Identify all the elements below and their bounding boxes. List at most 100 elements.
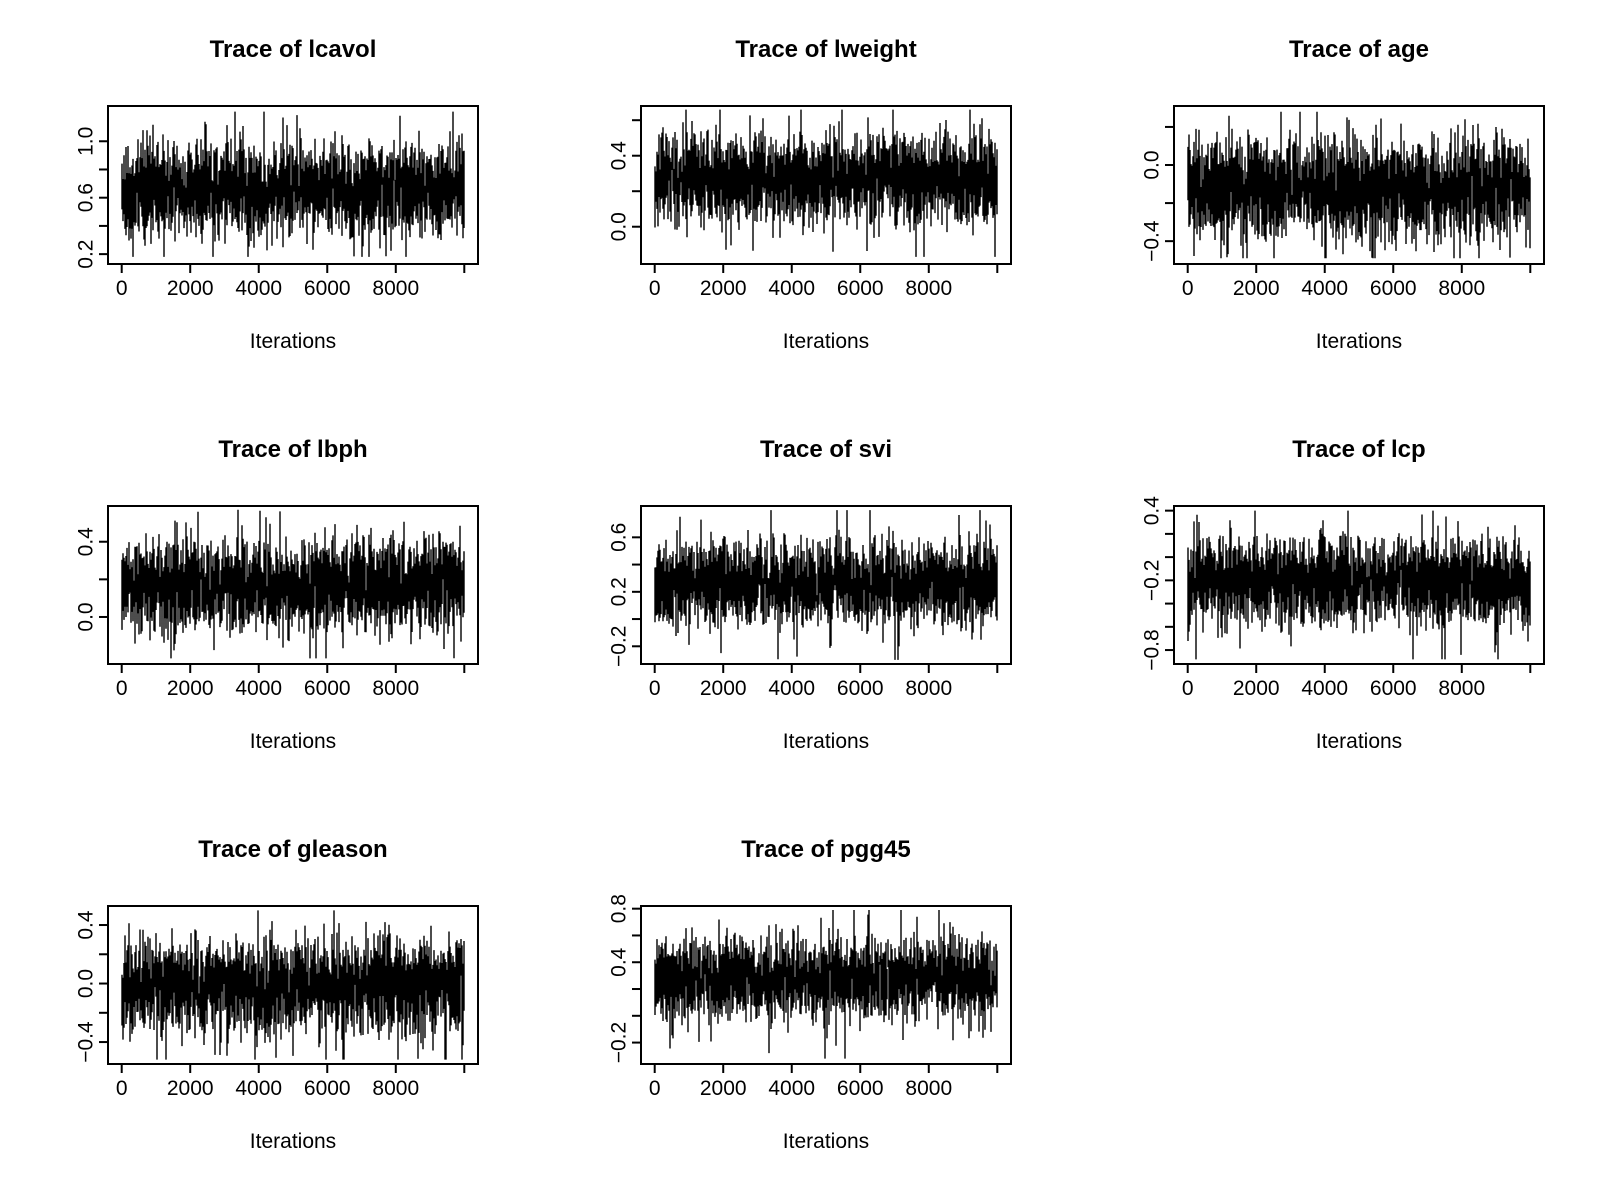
x-tick-label: 8000 <box>1438 677 1485 700</box>
empty-cell <box>1066 800 1600 1200</box>
x-axis-label: Iterations <box>249 1130 337 1153</box>
x-tick-label: 6000 <box>304 1077 351 1100</box>
x-tick-label: 6000 <box>837 677 884 700</box>
plot-box <box>1173 505 1545 665</box>
plot-title: Trace of pgg45 <box>741 836 911 863</box>
x-axis-label: Iterations <box>1315 330 1403 353</box>
y-tick-label: −0.2 <box>607 626 630 667</box>
x-axis-label: Iterations <box>1315 730 1403 753</box>
x-axis-label: Iterations <box>782 330 870 353</box>
plot-box <box>640 105 1012 265</box>
trace-plot-lbph: Trace of lbph 0 2000 4000 6000 8000 0.4 0.0 It… <box>0 400 533 800</box>
x-tick-label: 2000 <box>700 677 747 700</box>
y-tick-label: 0.0 <box>74 602 97 631</box>
x-axis-label: Iterations <box>782 1130 870 1153</box>
trace-plot-lcavol: Trace of lcavol 0 2000 4000 6000 8000 1.0 0.6 0… <box>0 0 533 400</box>
y-tick-label: −0.4 <box>1140 220 1163 262</box>
plot-canvas: 0 2000 4000 6000 8000 1.0 0.6 0.2 <box>74 105 479 300</box>
y-tick-label: 0.2 <box>74 240 97 269</box>
x-tick-label: 0 <box>649 1077 661 1100</box>
y-tick-label: 0.2 <box>607 577 630 606</box>
plot-title: Trace of gleason <box>198 836 388 863</box>
x-tick-label: 8000 <box>905 1077 952 1100</box>
y-tick-label: 0.6 <box>607 523 630 552</box>
y-tick-label: 0.4 <box>74 910 97 940</box>
plot-title: Trace of lweight <box>735 36 917 63</box>
trace-line <box>654 510 998 660</box>
trace-line <box>1187 111 1531 259</box>
plot-title: Trace of svi <box>759 436 893 463</box>
x-tick-label: 8000 <box>1438 277 1485 300</box>
x-tick-label: 0 <box>1182 677 1194 700</box>
trace-plot-gleason: Trace of gleason 0 2000 4000 6000 8000 0.4 0.0… <box>0 800 533 1200</box>
trace-plot-age: Trace of age 0 2000 4000 6000 8000 0.0 −0.4 It… <box>1066 0 1600 400</box>
trace-line <box>121 111 465 257</box>
trace-plot-svi: Trace of svi 0 2000 4000 6000 8000 0.6 0.2 −0.2… <box>533 400 1066 800</box>
x-tick-label: 6000 <box>837 1077 884 1100</box>
plot-canvas: 0 2000 4000 6000 8000 0.4 −0.2 −0.8 <box>1140 496 1545 700</box>
x-tick-label: 8000 <box>372 677 419 700</box>
y-tick-label: 0.0 <box>607 212 630 241</box>
plot-box <box>107 505 479 665</box>
x-tick-label: 6000 <box>304 277 351 300</box>
y-tick-label: −0.4 <box>74 1021 97 1063</box>
y-tick-label: −0.2 <box>607 1022 630 1063</box>
plot-canvas: 0 2000 4000 6000 8000 0.4 0.0 −0.4 <box>74 905 479 1100</box>
trace-plot-lweight: Trace of lweight 0 2000 4000 6000 8000 0.4 0.0… <box>533 0 1066 400</box>
x-tick-label: 4000 <box>768 677 815 700</box>
x-tick-label: 4000 <box>235 277 282 300</box>
trace-line <box>121 509 465 659</box>
x-tick-label: 2000 <box>167 277 214 300</box>
y-tick-label: 0.6 <box>74 183 97 212</box>
y-tick-label: 0.4 <box>74 527 97 557</box>
trace-plot-lcp: Trace of lcp 0 2000 4000 6000 8000 0.4 −0.2 −0.… <box>1066 400 1600 800</box>
x-tick-label: 0 <box>116 1077 128 1100</box>
x-tick-label: 4000 <box>1301 677 1348 700</box>
y-tick-label: 0.4 <box>607 141 630 171</box>
x-tick-label: 4000 <box>768 1077 815 1100</box>
x-tick-label: 0 <box>116 677 128 700</box>
x-tick-label: 2000 <box>700 277 747 300</box>
x-tick-label: 2000 <box>1233 277 1280 300</box>
x-tick-label: 4000 <box>235 1077 282 1100</box>
x-tick-label: 8000 <box>905 277 952 300</box>
x-tick-label: 6000 <box>1370 277 1417 300</box>
y-tick-label: 0.8 <box>607 894 630 923</box>
plot-canvas: 0 2000 4000 6000 8000 0.4 0.0 <box>607 105 1012 300</box>
plot-title: Trace of age <box>1288 36 1430 63</box>
x-tick-label: 2000 <box>1233 677 1280 700</box>
trace-line <box>654 910 998 1059</box>
y-tick-label: 0.0 <box>74 969 97 998</box>
x-axis-label: Iterations <box>249 330 337 353</box>
x-tick-label: 2000 <box>700 1077 747 1100</box>
y-tick-label: 0.4 <box>1140 496 1163 526</box>
trace-line <box>1187 510 1531 660</box>
y-tick-label: 0.4 <box>607 947 630 977</box>
plot-title: Trace of lbph <box>218 436 368 463</box>
plot-canvas: 0 2000 4000 6000 8000 0.0 −0.4 <box>1140 105 1545 300</box>
trace-line <box>654 109 998 257</box>
x-tick-label: 8000 <box>905 677 952 700</box>
x-tick-label: 8000 <box>372 277 419 300</box>
plot-box <box>107 905 479 1065</box>
x-tick-label: 6000 <box>1370 677 1417 700</box>
y-tick-label: 0.0 <box>1140 150 1163 179</box>
plot-canvas: 0 2000 4000 6000 8000 0.6 0.2 −0.2 <box>607 505 1012 700</box>
x-tick-label: 6000 <box>304 677 351 700</box>
x-tick-label: 2000 <box>167 1077 214 1100</box>
x-tick-label: 4000 <box>235 677 282 700</box>
plot-canvas: 0 2000 4000 6000 8000 0.8 0.4 −0.2 <box>607 894 1012 1100</box>
x-tick-label: 8000 <box>372 1077 419 1100</box>
y-tick-label: 1.0 <box>74 127 97 156</box>
plot-box <box>1173 105 1545 265</box>
x-tick-label: 0 <box>649 677 661 700</box>
trace-line <box>121 910 465 1060</box>
plot-box <box>107 105 479 265</box>
x-axis-label: Iterations <box>782 730 870 753</box>
x-tick-label: 0 <box>1182 277 1194 300</box>
x-tick-label: 0 <box>116 277 128 300</box>
y-tick-label: −0.8 <box>1140 629 1163 670</box>
plot-box <box>640 905 1012 1065</box>
x-axis-label: Iterations <box>249 730 337 753</box>
